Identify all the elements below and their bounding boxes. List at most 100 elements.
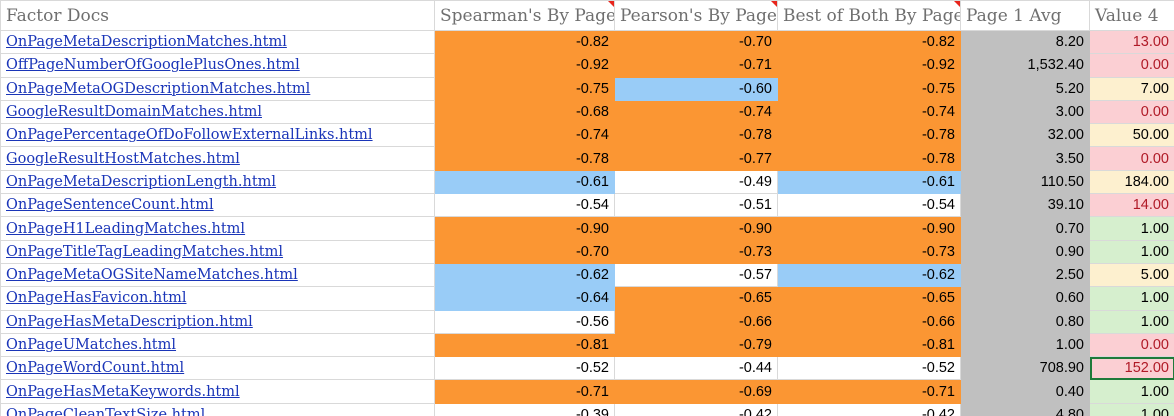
value4-cell[interactable]: 152.00 [1089, 356, 1174, 381]
spearman-cell[interactable]: -0.70 [434, 239, 615, 264]
factor-doc-cell[interactable]: OnPageMetaOGSiteNameMatches.html [0, 262, 435, 288]
value4-cell[interactable]: 1.00 [1089, 286, 1174, 311]
factor-doc-link[interactable]: OnPageCleanTextSize.html [6, 406, 206, 416]
value4-cell[interactable]: 0.00 [1089, 332, 1174, 358]
factor-doc-link[interactable]: OnPageMetaOGDescriptionMatches.html [6, 80, 311, 97]
best-of-both-cell[interactable]: -0.52 [777, 356, 961, 381]
value4-cell[interactable]: 7.00 [1089, 76, 1174, 101]
best-of-both-cell[interactable]: -0.62 [777, 262, 961, 288]
factor-doc-cell[interactable]: OffPageNumberOfGooglePlusOnes.html [0, 53, 435, 78]
value4-cell[interactable]: 0.00 [1089, 146, 1174, 171]
page1-avg-cell[interactable]: 3.50 [960, 146, 1090, 171]
page1-avg-cell[interactable]: 3.00 [960, 99, 1090, 125]
factor-doc-link[interactable]: GoogleResultHostMatches.html [6, 150, 240, 167]
page1-avg-cell[interactable]: 39.10 [960, 193, 1090, 218]
spearman-cell[interactable]: -0.64 [434, 286, 615, 311]
pearson-cell[interactable]: -0.51 [614, 193, 778, 218]
value4-cell[interactable]: 1.00 [1089, 216, 1174, 241]
best-of-both-cell[interactable]: -0.75 [777, 76, 961, 101]
page1-avg-cell[interactable]: 708.90 [960, 356, 1090, 381]
header-value4[interactable]: Value 4 [1089, 0, 1174, 31]
value4-cell[interactable]: 0.00 [1089, 53, 1174, 78]
page1-avg-cell[interactable]: 1.00 [960, 332, 1090, 358]
value4-cell[interactable]: 13.00 [1089, 29, 1174, 55]
spearman-cell[interactable]: -0.81 [434, 332, 615, 358]
spearman-cell[interactable]: -0.39 [434, 402, 615, 416]
value4-cell[interactable]: 5.00 [1089, 262, 1174, 288]
best-of-both-cell[interactable]: -0.65 [777, 286, 961, 311]
factor-doc-link[interactable]: OnPageUMatches.html [6, 337, 177, 353]
pearson-cell[interactable]: -0.57 [614, 262, 778, 288]
page1-avg-cell[interactable]: 2.50 [960, 262, 1090, 288]
factor-doc-link[interactable]: OnPageTitleTagLeadingMatches.html [6, 243, 284, 260]
pearson-cell[interactable]: -0.65 [614, 286, 778, 311]
best-of-both-cell[interactable]: -0.61 [777, 169, 961, 195]
page1-avg-cell[interactable]: 0.40 [960, 379, 1090, 404]
spearman-cell[interactable]: -0.71 [434, 379, 615, 404]
best-of-both-cell[interactable]: -0.73 [777, 239, 961, 264]
factor-doc-link[interactable]: OnPageWordCount.html [6, 360, 185, 377]
page1-avg-cell[interactable]: 8.20 [960, 29, 1090, 55]
factor-doc-cell[interactable]: GoogleResultDomainMatches.html [0, 99, 435, 125]
factor-doc-link[interactable]: OnPageH1LeadingMatches.html [6, 220, 246, 237]
best-of-both-cell[interactable]: -0.78 [777, 123, 961, 148]
factor-doc-link[interactable]: OnPageHasMetaDescription.html [6, 313, 253, 330]
pearson-cell[interactable]: -0.42 [614, 402, 778, 416]
pearson-cell[interactable]: -0.69 [614, 379, 778, 404]
value4-cell[interactable]: 14.00 [1089, 193, 1174, 218]
pearson-cell[interactable]: -0.71 [614, 53, 778, 78]
value4-cell[interactable]: 50.00 [1089, 123, 1174, 148]
factor-doc-link[interactable]: OnPagePercentageOfDoFollowExternalLinks.… [6, 127, 373, 144]
header-page1-avg[interactable]: Page 1 Avg [960, 0, 1090, 31]
spearman-cell[interactable]: -0.56 [434, 309, 615, 334]
best-of-both-cell[interactable]: -0.82 [777, 29, 961, 55]
factor-doc-cell[interactable]: GoogleResultHostMatches.html [0, 146, 435, 171]
page1-avg-cell[interactable]: 0.60 [960, 286, 1090, 311]
best-of-both-cell[interactable]: -0.54 [777, 193, 961, 218]
pearson-cell[interactable]: -0.74 [614, 99, 778, 125]
spearman-cell[interactable]: -0.54 [434, 193, 615, 218]
page1-avg-cell[interactable]: 4.80 [960, 402, 1090, 416]
page1-avg-cell[interactable]: 0.70 [960, 216, 1090, 241]
spearman-cell[interactable]: -0.61 [434, 169, 615, 195]
pearson-cell[interactable]: -0.79 [614, 332, 778, 358]
best-of-both-cell[interactable]: -0.92 [777, 53, 961, 78]
page1-avg-cell[interactable]: 32.00 [960, 123, 1090, 148]
factor-doc-link[interactable]: OffPageNumberOfGooglePlusOnes.html [6, 57, 300, 74]
pearson-cell[interactable]: -0.66 [614, 309, 778, 334]
pearson-cell[interactable]: -0.70 [614, 29, 778, 55]
factor-doc-cell[interactable]: OnPageCleanTextSize.html [0, 402, 435, 416]
pearson-cell[interactable]: -0.78 [614, 123, 778, 148]
pearson-cell[interactable]: -0.90 [614, 216, 778, 241]
best-of-both-cell[interactable]: -0.71 [777, 379, 961, 404]
best-of-both-cell[interactable]: -0.78 [777, 146, 961, 171]
header-pearson[interactable]: Pearson's By Page [614, 0, 778, 31]
spearman-cell[interactable]: -0.62 [434, 262, 615, 288]
spearman-cell[interactable]: -0.74 [434, 123, 615, 148]
spearman-cell[interactable]: -0.75 [434, 76, 615, 101]
spearman-cell[interactable]: -0.68 [434, 99, 615, 125]
factor-doc-link[interactable]: OnPageMetaDescriptionLength.html [6, 173, 277, 190]
factor-doc-cell[interactable]: OnPageTitleTagLeadingMatches.html [0, 239, 435, 264]
pearson-cell[interactable]: -0.77 [614, 146, 778, 171]
factor-doc-cell[interactable]: OnPageHasMetaDescription.html [0, 309, 435, 334]
spearman-cell[interactable]: -0.92 [434, 53, 615, 78]
value4-cell[interactable]: 1.00 [1089, 379, 1174, 404]
factor-doc-cell[interactable]: OnPageMetaOGDescriptionMatches.html [0, 76, 435, 101]
pearson-cell[interactable]: -0.49 [614, 169, 778, 195]
value4-cell[interactable]: 0.00 [1089, 99, 1174, 125]
factor-doc-link[interactable]: OnPageHasFavicon.html [6, 290, 187, 307]
factor-doc-cell[interactable]: OnPageSentenceCount.html [0, 193, 435, 218]
page1-avg-cell[interactable]: 1,532.40 [960, 53, 1090, 78]
factor-doc-cell[interactable]: OnPageUMatches.html [0, 332, 435, 358]
factor-doc-cell[interactable]: OnPageMetaDescriptionLength.html [0, 169, 435, 195]
value4-cell[interactable]: 1.00 [1089, 402, 1174, 416]
value4-cell[interactable]: 1.00 [1089, 309, 1174, 334]
factor-doc-link[interactable]: OnPageMetaOGSiteNameMatches.html [6, 267, 298, 284]
header-best-of-both[interactable]: Best of Both By Page [777, 0, 961, 31]
pearson-cell[interactable]: -0.60 [614, 76, 778, 101]
best-of-both-cell[interactable]: -0.66 [777, 309, 961, 334]
pearson-cell[interactable]: -0.44 [614, 356, 778, 381]
best-of-both-cell[interactable]: -0.74 [777, 99, 961, 125]
